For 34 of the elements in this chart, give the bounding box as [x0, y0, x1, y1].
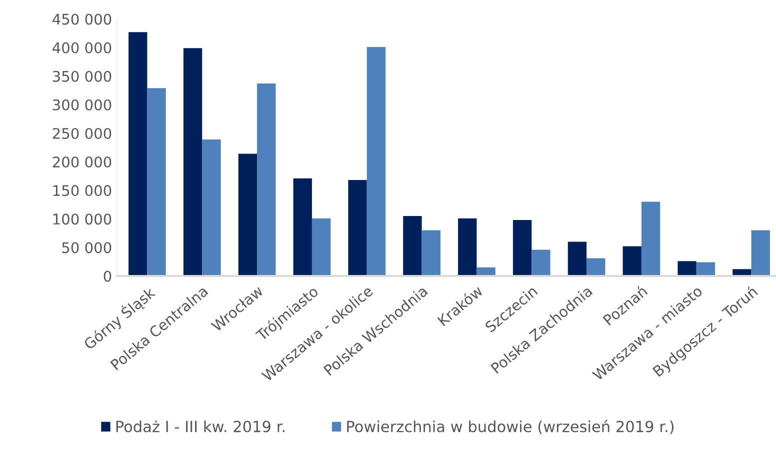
bar — [512, 220, 532, 276]
bar — [568, 242, 587, 276]
y-tick-label: 450 000 — [52, 14, 112, 25]
bar — [422, 230, 440, 276]
bar — [696, 262, 716, 276]
bar — [586, 258, 606, 276]
y-tick-label: 100 000 — [53, 214, 112, 225]
y-tick-label: 0 — [104, 270, 112, 282]
legend-label: Podaż I - III kw. 2019 r. — [116, 420, 284, 432]
y-tick-label: 300 000 — [52, 99, 112, 110]
bar — [678, 261, 696, 276]
bar — [128, 32, 148, 276]
bar — [238, 154, 258, 276]
y-tick-label: 350 000 — [52, 70, 112, 82]
bar — [641, 202, 660, 276]
legend-label: Powierzchnia w budowie (wrzesień 2019 r.) — [347, 420, 674, 434]
bar — [312, 218, 331, 276]
y-tick-label: 200 000 — [52, 156, 112, 168]
y-tick-label: 50 000 — [62, 242, 112, 254]
y-tick-label: 250 000 — [52, 128, 112, 139]
y-tick-label: 150 000 — [53, 185, 112, 196]
bar — [348, 180, 367, 276]
bar — [458, 218, 477, 276]
bar — [147, 88, 166, 276]
y-tick-label: 400 000 — [52, 42, 112, 54]
bar — [293, 178, 312, 276]
bar — [532, 250, 550, 276]
bar — [183, 48, 202, 276]
bar — [257, 84, 276, 276]
bar — [202, 140, 221, 276]
bar — [366, 46, 386, 276]
bar — [403, 216, 422, 276]
bar — [751, 230, 770, 276]
bar — [622, 246, 642, 276]
